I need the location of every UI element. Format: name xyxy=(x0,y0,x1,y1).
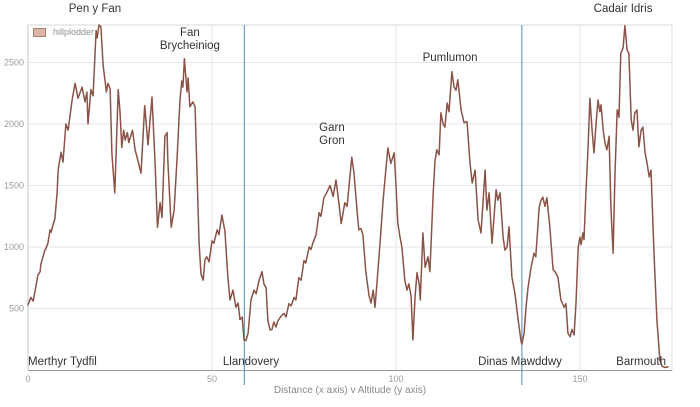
y-tick-label: 2500 xyxy=(4,58,24,68)
elevation-profile-line xyxy=(27,24,669,369)
annotation-garn-gron: Garn Gron xyxy=(319,122,345,147)
legend-swatch-icon xyxy=(33,27,46,37)
annotation-pen-y-fan: Pen y Fan xyxy=(68,3,122,15)
annotation-fan-brycheiniog: Fan Brycheiniog xyxy=(159,27,220,52)
x-tick-label: 50 xyxy=(207,374,217,384)
annotation-llandovery: Llandovery xyxy=(222,356,280,368)
y-tick-label: 1500 xyxy=(4,181,24,191)
y-tick-label: 2000 xyxy=(4,119,24,129)
annotation-barmouth: Barmouth xyxy=(616,356,667,368)
annotation-cadair-idris: Cadair Idris xyxy=(593,3,653,15)
x-tick-label: 0 xyxy=(25,374,30,384)
y-tick-label: 1000 xyxy=(4,242,24,252)
x-axis-title: Distance (x axis) v Altitude (y axis) xyxy=(273,385,427,396)
legend-item-hillplodder[interactable]: hillplodder xyxy=(33,27,94,37)
x-tick-label: 150 xyxy=(572,374,587,384)
legend-label: hillplodder xyxy=(53,27,95,37)
annotation-dinas-mawddwy: Dinas Mawddwy xyxy=(478,356,562,368)
x-tick-label: 100 xyxy=(388,374,403,384)
annotation-merthyr-tydfil: Merthyr Tydfil xyxy=(28,356,97,368)
y-tick-label: 500 xyxy=(9,304,24,314)
annotation-pumlumon: Pumlumon xyxy=(422,52,478,64)
